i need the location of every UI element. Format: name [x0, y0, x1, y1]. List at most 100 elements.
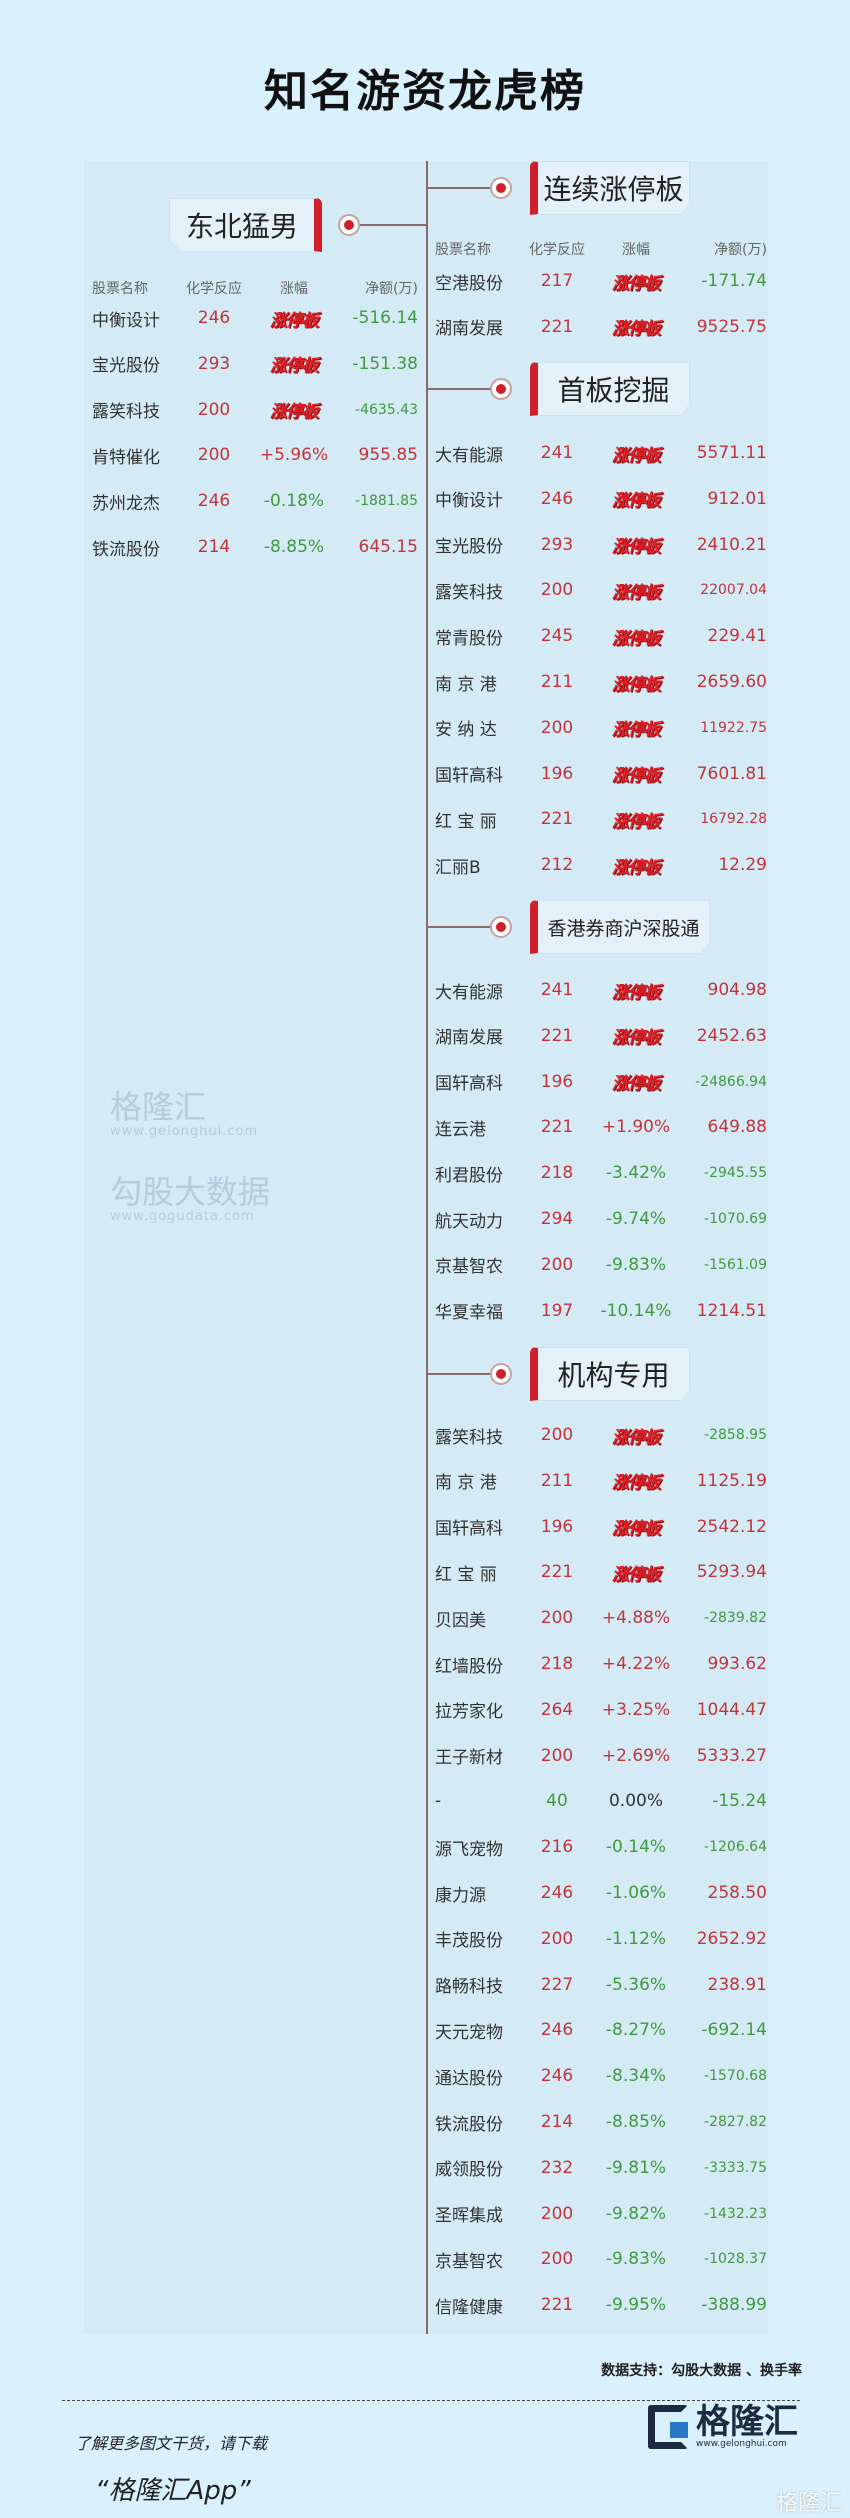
stock-name: 贝因美 [435, 1610, 486, 1631]
table-row: 宝光股份 293 涨停板 2410.21 [435, 522, 767, 568]
change-pct: -10.14% [600, 1300, 672, 1321]
net-amount: 16792.28 [700, 811, 767, 828]
stock-name: 中衡设计 [435, 491, 503, 512]
stock-name: 露笑科技 [92, 402, 160, 423]
table-row: 威领股份 232 -9.81% -3333.75 [435, 2145, 767, 2191]
stock-name: 国轩高科 [435, 766, 503, 787]
stock-name: 国轩高科 [435, 1074, 503, 1095]
table-row: 圣晖集成 200 -9.82% -1432.23 [435, 2191, 767, 2237]
reaction-value: 214 [197, 537, 231, 557]
reaction-value: 196 [540, 1516, 574, 1537]
stock-name: 京基智农 [435, 1257, 503, 1278]
column-header: 涨幅 [280, 281, 308, 297]
change-pct: -8.85% [263, 537, 325, 557]
net-amount: 7601.81 [696, 763, 767, 784]
change-pct: -1.06% [605, 1883, 667, 1903]
change-pct: -5.36% [605, 1974, 667, 1995]
change-pct: +3.25% [601, 1699, 671, 1720]
change-pct: -9.74% [605, 1209, 667, 1229]
change-pct: +2.69% [601, 1745, 671, 1766]
table-row: 红 宝 丽 221 涨停板 16792.28 [435, 796, 767, 842]
timeline-dot-icon [338, 214, 360, 236]
logo-text: 格隆汇 [696, 2402, 798, 2442]
net-amount: -171.74 [701, 271, 767, 291]
download-prompt: 了解更多图文干货，请下载 [75, 2434, 268, 2453]
net-amount: 229.41 [707, 626, 767, 647]
stock-name: 路畅科技 [435, 1977, 503, 1998]
table-row: 红墙股份 218 +4.22% 993.62 [435, 1641, 767, 1687]
stock-name: 苏州龙杰 [92, 493, 160, 514]
table-row: 王子新材 200 +2.69% 5333.27 [435, 1733, 767, 1779]
table-row: 南 京 港 211 涨停板 1125.19 [435, 1458, 767, 1504]
table-row: 常青股份 245 涨停板 229.41 [435, 613, 767, 659]
net-amount: 649.88 [707, 1117, 767, 1138]
stock-name: 连云港 [435, 1119, 486, 1140]
change-pct: -0.14% [605, 1837, 667, 1858]
stock-name: 拉芳家化 [435, 1702, 503, 1723]
reaction-value: 218 [540, 1654, 574, 1674]
reaction-value: 221 [540, 809, 574, 830]
table-row: 铁流股份 214 -8.85% -2827.82 [435, 2099, 767, 2145]
stock-name: 圣晖集成 [435, 2206, 503, 2227]
table-row: 源飞宠物 216 -0.14% -1206.64 [435, 1824, 767, 1870]
section-title-4: 机构专用 [530, 1347, 690, 1401]
stock-name: 铁流股份 [435, 2114, 503, 2135]
net-amount: 645.15 [358, 537, 418, 557]
logo-g-icon [648, 2405, 688, 2449]
limit-up-badge: 涨停板 [612, 445, 661, 466]
table-row: 华夏幸福 197 -10.14% 1214.51 [435, 1288, 767, 1334]
limit-up-badge: 涨停板 [270, 310, 319, 331]
data-source: 数据支持：勾股大数据 、换手率 [601, 2363, 802, 2379]
table-row: 红 宝 丽 221 涨停板 5293.94 [435, 1549, 767, 1595]
change-pct: 0.00% [608, 1791, 663, 1812]
net-amount: 1044.47 [696, 1699, 767, 1720]
limit-up-badge: 涨停板 [612, 1564, 661, 1585]
limit-up-badge: 涨停板 [612, 582, 661, 603]
reaction-value: 200 [540, 2203, 574, 2224]
table-row: 大有能源 241 涨停板 5571.11 [435, 430, 767, 476]
change-pct: -9.83% [605, 2249, 667, 2270]
stock-name: 肯特催化 [92, 447, 160, 468]
timeline-dot-icon [490, 378, 512, 400]
table-row: 露笑科技 200 涨停板 22007.04 [435, 567, 767, 613]
stock-name: 国轩高科 [435, 1519, 503, 1540]
net-amount: -1206.64 [704, 1839, 767, 1856]
stock-name: 露笑科技 [435, 582, 503, 603]
reaction-value: 293 [540, 534, 574, 555]
reaction-value: 211 [540, 672, 574, 692]
reaction-value: 221 [540, 2295, 574, 2316]
stock-name: 康力源 [435, 1885, 486, 1906]
reaction-value: 196 [540, 1071, 574, 1092]
table-row: 铁流股份 214 -8.85% 645.15 [92, 524, 418, 570]
net-amount: -1028.37 [704, 2251, 767, 2268]
stock-name: 铁流股份 [92, 539, 160, 560]
section-title-3: 香港券商沪深股通 [530, 900, 710, 954]
table-header: 股票名称 化学反应 涨幅 净额(万) [435, 237, 767, 261]
net-amount: -1561.09 [704, 1256, 767, 1273]
reaction-value: 245 [540, 626, 574, 647]
table-row: 京基智农 200 -9.83% -1028.37 [435, 2236, 767, 2282]
stock-name: 湖南发展 [435, 319, 503, 340]
net-amount: -4635.43 [355, 401, 418, 418]
stock-name: 红墙股份 [435, 1656, 503, 1677]
section-title-2: 首板挖掘 [530, 362, 690, 416]
table-row: 康力源 246 -1.06% 258.50 [435, 1870, 767, 1916]
table-row: 湖南发展 221 涨停板 9525.75 [435, 304, 767, 350]
net-amount: -1070.69 [704, 1211, 767, 1227]
connector-line [428, 388, 492, 390]
net-amount: -516.14 [352, 308, 418, 328]
watermark-brand-url: www.gelonghui.com [110, 1124, 259, 1140]
stock-name: 红 宝 丽 [435, 1564, 497, 1585]
stock-name: 宝光股份 [92, 356, 160, 377]
table-row: 国轩高科 196 涨停板 -24866.94 [435, 1059, 767, 1105]
change-pct: +4.22% [601, 1654, 671, 1674]
net-amount: 2652.92 [696, 1928, 767, 1949]
net-amount: 2410.21 [696, 534, 767, 555]
reaction-value: 217 [540, 271, 574, 291]
reaction-value: 200 [540, 1254, 574, 1275]
stock-name: 湖南发展 [435, 1028, 503, 1049]
corner-watermark: 格隆汇 [775, 2491, 842, 2516]
net-amount: -692.14 [701, 2020, 767, 2041]
stock-name: 源飞宠物 [435, 1839, 503, 1860]
limit-up-badge: 涨停板 [612, 857, 661, 878]
